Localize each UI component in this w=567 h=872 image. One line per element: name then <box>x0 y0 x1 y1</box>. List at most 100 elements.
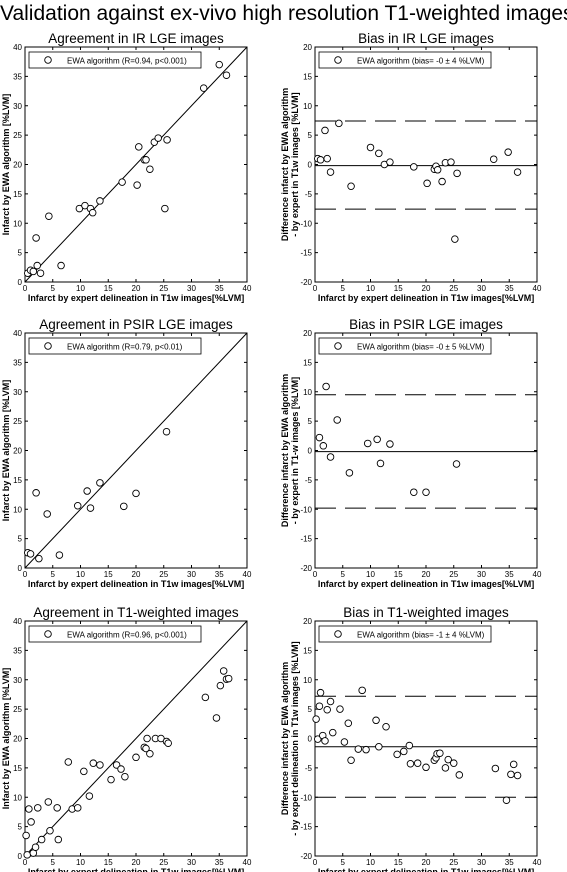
data-point <box>513 168 522 176</box>
y-tick-label: 10 <box>303 102 312 111</box>
data-point <box>222 71 231 79</box>
data-point <box>32 489 40 497</box>
data-point <box>386 158 394 166</box>
identity-line <box>24 620 248 857</box>
data-point <box>32 234 40 242</box>
x-tick-label: 30 <box>477 284 486 293</box>
data-point <box>118 178 126 186</box>
x-tick-label: 0 <box>313 858 318 867</box>
y-tick-label: 10 <box>303 676 312 685</box>
legend-label: EWA algorithm (bias= -0 ± 5 %LVM) <box>357 343 485 352</box>
data-point <box>315 433 324 442</box>
data-point <box>319 442 328 450</box>
data-point <box>366 143 375 152</box>
legend-box <box>28 337 202 355</box>
x-axis-label: Infarct by expert delineation in T1w ima… <box>318 293 534 303</box>
y-tick-label: 30 <box>13 102 22 111</box>
y-tick-label: 40 <box>13 43 22 52</box>
data-point <box>29 267 38 276</box>
data-point <box>314 735 322 743</box>
y-tick-label: 20 <box>13 161 22 170</box>
y-tick-label: 10 <box>13 505 22 514</box>
data-point <box>80 767 88 776</box>
data-point <box>44 798 53 806</box>
chart-title: Bias in PSIR LGE images <box>349 317 503 332</box>
x-tick-label: 10 <box>366 284 375 293</box>
data-point <box>410 163 418 171</box>
y-axis-label-line: Difference infarct by EWA algorithm <box>280 88 290 241</box>
data-point <box>132 489 140 498</box>
y-tick-label: 25 <box>13 705 22 714</box>
y-tick-label: 5 <box>18 249 23 258</box>
data-point <box>33 261 41 270</box>
data-point <box>504 148 512 156</box>
x-tick-label: 25 <box>159 284 168 293</box>
data-point <box>354 745 363 753</box>
x-tick-label: 5 <box>341 858 346 867</box>
data-point <box>162 427 171 436</box>
x-tick-label: 30 <box>187 570 196 579</box>
data-point <box>146 165 154 173</box>
x-tick-label: 25 <box>449 570 458 579</box>
data-point <box>347 182 355 190</box>
x-tick-label: 40 <box>243 570 252 579</box>
y-tick-label: 15 <box>303 646 312 655</box>
y-tick-label: 15 <box>13 476 22 485</box>
x-tick-label: 15 <box>394 858 403 867</box>
data-point <box>46 826 54 835</box>
data-point <box>413 759 422 767</box>
data-point <box>373 435 381 444</box>
x-axis-label: Infarct by expert delineation in T1w ima… <box>318 867 534 872</box>
legend-box <box>318 625 492 643</box>
legend-label: EWA algorithm (R=0.96, p<0.001) <box>67 631 187 640</box>
y-tick-label: 20 <box>303 43 312 52</box>
x-tick-label: 0 <box>313 284 318 293</box>
x-tick-label: 30 <box>187 858 196 867</box>
identity-line <box>24 332 248 569</box>
y-tick-label: 0 <box>18 852 23 861</box>
chart-title: Bias in IR LGE images <box>358 31 494 46</box>
legend-marker <box>44 630 52 638</box>
y-tick-label: 30 <box>13 388 22 397</box>
chart-panel-3: Agreement in PSIR LGE images 0 5 10 15 20 25 30… <box>1 317 252 589</box>
data-point <box>363 439 372 448</box>
data-point <box>326 168 335 176</box>
page-title: Validation against ex-vivo high resoluti… <box>0 2 567 25</box>
data-point <box>201 693 210 702</box>
chart-title: Bias in T1-weighted images <box>343 605 509 620</box>
data-point <box>22 831 30 840</box>
y-tick-label: -5 <box>305 764 313 773</box>
y-tick-label: -5 <box>305 476 313 485</box>
y-tick-label: -10 <box>300 505 312 514</box>
data-point <box>37 835 46 844</box>
data-point <box>321 126 329 135</box>
chart-panel-2: Bias in IR LGE images 0 5 10 15 20 25 30 35 40 -20… <box>280 31 542 303</box>
x-tick-label: 15 <box>394 570 403 579</box>
data-point <box>117 765 125 773</box>
x-tick-label: 30 <box>477 570 486 579</box>
y-axis-label-line: Difference infarct by EWA algorithm <box>280 374 290 527</box>
x-tick-label: 10 <box>366 570 375 579</box>
x-tick-label: 0 <box>313 570 318 579</box>
data-point <box>375 149 383 158</box>
data-point <box>142 744 150 753</box>
x-tick-label: 35 <box>215 284 224 293</box>
legend-marker <box>334 342 342 350</box>
y-axis-label-line: Difference infarct by EWA algorithm <box>280 662 290 815</box>
data-point <box>121 772 129 781</box>
y-tick-label: -20 <box>300 852 312 861</box>
data-point <box>509 760 518 769</box>
data-point <box>26 550 35 558</box>
chart-panel-4: Bias in PSIR LGE images 0 5 10 15 20 25 30 35 40 -… <box>280 317 542 589</box>
y-tick-label: 35 <box>13 72 22 81</box>
x-tick-label: 20 <box>132 570 141 579</box>
chart-title: Agreement in IR LGE images <box>48 31 224 46</box>
data-point <box>199 84 208 92</box>
data-point <box>85 792 94 800</box>
data-point <box>73 804 82 812</box>
x-tick-label: 40 <box>243 858 252 867</box>
legend-box <box>28 51 202 69</box>
data-point <box>96 479 104 487</box>
x-tick-label: 25 <box>159 858 168 867</box>
